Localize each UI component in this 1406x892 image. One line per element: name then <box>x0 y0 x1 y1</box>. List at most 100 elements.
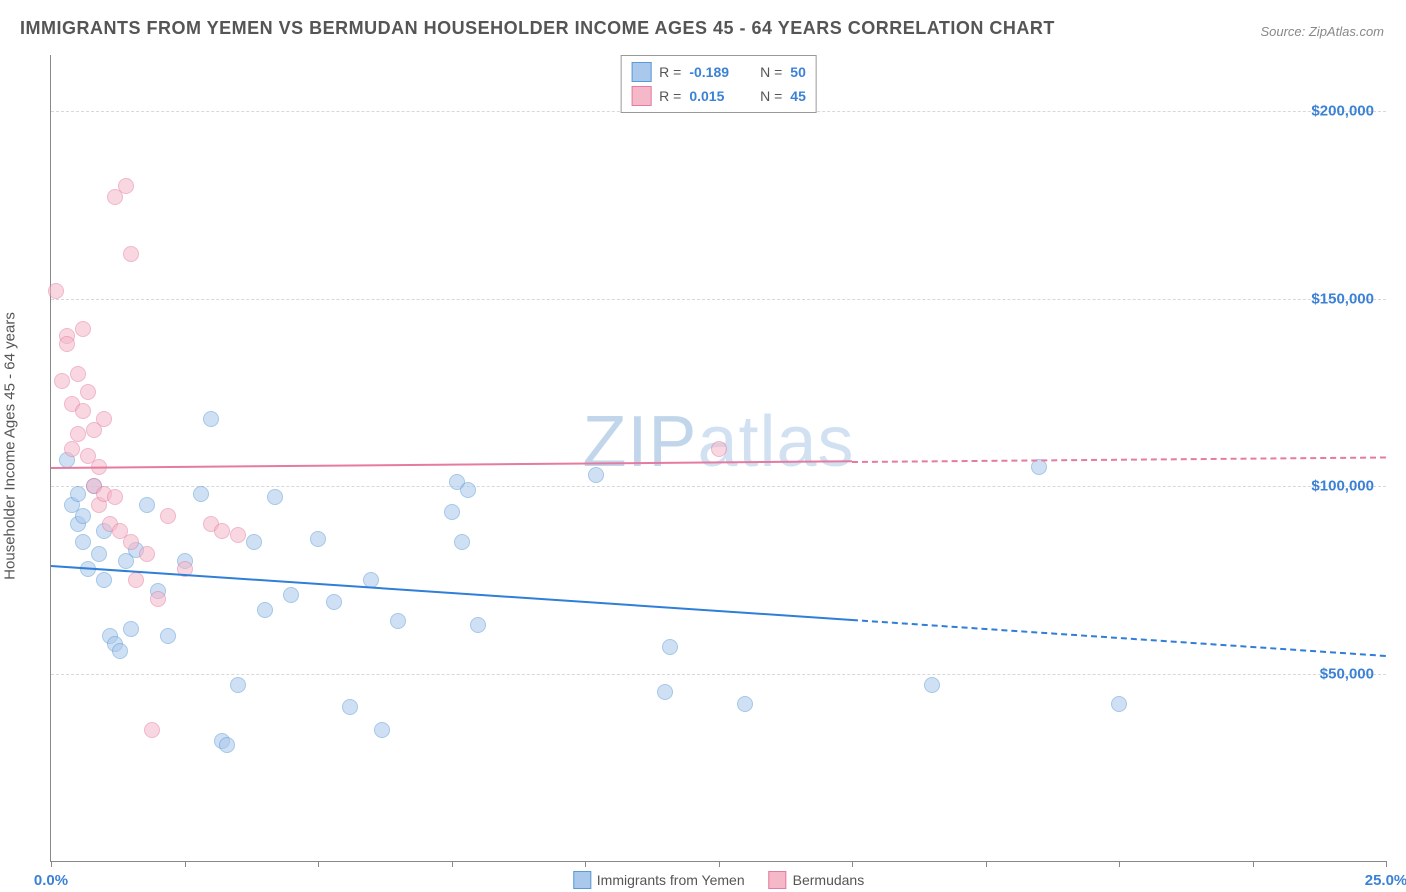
scatter-point <box>924 677 940 693</box>
x-tick-mark <box>452 861 453 867</box>
x-tick-mark <box>185 861 186 867</box>
scatter-point <box>460 482 476 498</box>
scatter-point <box>230 677 246 693</box>
legend-swatch <box>631 62 651 82</box>
plot-canvas: $50,000$100,000$150,000$200,0000.0%25.0% <box>51 55 1386 861</box>
gridline-horizontal <box>51 674 1386 675</box>
scatter-point <box>193 486 209 502</box>
scatter-point <box>75 403 91 419</box>
scatter-point <box>1111 696 1127 712</box>
scatter-point <box>326 594 342 610</box>
series-legend-item: Immigrants from Yemen <box>573 871 745 889</box>
scatter-point <box>123 534 139 550</box>
scatter-point <box>444 504 460 520</box>
scatter-point <box>59 336 75 352</box>
scatter-point <box>54 373 70 389</box>
legend-r-value: 0.015 <box>689 88 744 104</box>
scatter-point <box>711 441 727 457</box>
scatter-point <box>91 546 107 562</box>
scatter-point <box>160 628 176 644</box>
scatter-point <box>267 489 283 505</box>
legend-swatch <box>769 871 787 889</box>
trend-line <box>51 565 852 621</box>
scatter-point <box>662 639 678 655</box>
scatter-point <box>144 722 160 738</box>
scatter-point <box>342 699 358 715</box>
trend-line-dashed <box>852 619 1386 657</box>
legend-swatch <box>631 86 651 106</box>
chart-title: IMMIGRANTS FROM YEMEN VS BERMUDAN HOUSEH… <box>20 18 1055 39</box>
scatter-point <box>310 531 326 547</box>
scatter-point <box>203 411 219 427</box>
scatter-point <box>657 684 673 700</box>
scatter-point <box>1031 459 1047 475</box>
legend-n-value: 50 <box>790 64 806 80</box>
x-tick-mark <box>1253 861 1254 867</box>
scatter-point <box>128 572 144 588</box>
x-tick-label: 25.0% <box>1365 872 1406 889</box>
x-tick-mark <box>1119 861 1120 867</box>
scatter-point <box>470 617 486 633</box>
scatter-point <box>588 467 604 483</box>
gridline-horizontal <box>51 299 1386 300</box>
scatter-point <box>390 613 406 629</box>
scatter-point <box>48 283 64 299</box>
y-axis-label: Householder Income Ages 45 - 64 years <box>2 312 19 580</box>
legend-row: R = 0.015 N = 45 <box>631 84 806 108</box>
scatter-point <box>246 534 262 550</box>
scatter-point <box>96 572 112 588</box>
scatter-point <box>80 384 96 400</box>
correlation-legend: R = -0.189 N = 50 R = 0.015 N = 45 <box>620 55 817 113</box>
series-legend-item: Bermudans <box>769 871 865 889</box>
x-tick-mark <box>51 861 52 867</box>
series-legend-label: Bermudans <box>793 872 865 888</box>
scatter-point <box>75 321 91 337</box>
scatter-point <box>283 587 299 603</box>
scatter-point <box>70 486 86 502</box>
x-tick-mark <box>585 861 586 867</box>
series-legend-label: Immigrants from Yemen <box>597 872 745 888</box>
series-legend: Immigrants from Yemen Bermudans <box>573 871 864 889</box>
scatter-point <box>75 508 91 524</box>
x-tick-mark <box>986 861 987 867</box>
scatter-point <box>107 489 123 505</box>
y-tick-label: $50,000 <box>1320 665 1374 682</box>
trend-line-dashed <box>852 456 1386 462</box>
x-tick-label: 0.0% <box>34 872 68 889</box>
x-tick-mark <box>852 861 853 867</box>
scatter-point <box>160 508 176 524</box>
gridline-horizontal <box>51 486 1386 487</box>
x-tick-mark <box>719 861 720 867</box>
x-tick-mark <box>318 861 319 867</box>
trend-line <box>51 461 852 470</box>
legend-row: R = -0.189 N = 50 <box>631 60 806 84</box>
legend-r-label: R = <box>659 64 681 80</box>
scatter-point <box>118 178 134 194</box>
scatter-point <box>150 591 166 607</box>
legend-n-value: 45 <box>790 88 806 104</box>
scatter-point <box>374 722 390 738</box>
scatter-point <box>139 546 155 562</box>
legend-swatch <box>573 871 591 889</box>
y-tick-label: $150,000 <box>1311 290 1374 307</box>
y-tick-label: $100,000 <box>1311 478 1374 495</box>
legend-r-value: -0.189 <box>689 64 744 80</box>
scatter-point <box>96 411 112 427</box>
scatter-point <box>257 602 273 618</box>
y-tick-label: $200,000 <box>1311 103 1374 120</box>
plot-area: ZIPatlas $50,000$100,000$150,000$200,000… <box>50 55 1386 862</box>
scatter-point <box>454 534 470 550</box>
scatter-point <box>123 621 139 637</box>
scatter-point <box>70 426 86 442</box>
scatter-point <box>75 534 91 550</box>
legend-r-label: R = <box>659 88 681 104</box>
scatter-point <box>230 527 246 543</box>
scatter-point <box>139 497 155 513</box>
source-attribution: Source: ZipAtlas.com <box>1260 24 1384 39</box>
scatter-point <box>123 246 139 262</box>
scatter-point <box>112 643 128 659</box>
scatter-point <box>214 523 230 539</box>
scatter-point <box>70 366 86 382</box>
legend-n-label: N = <box>752 64 782 80</box>
legend-n-label: N = <box>752 88 782 104</box>
